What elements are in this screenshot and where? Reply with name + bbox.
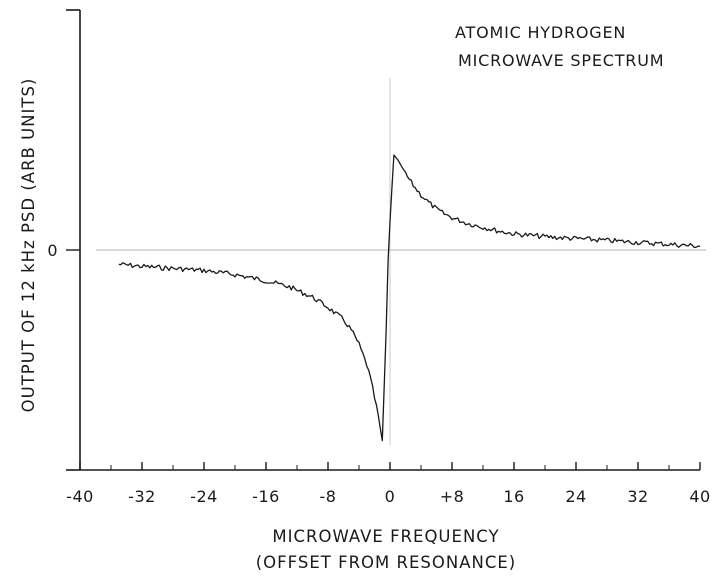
y-tick-label: 0	[47, 241, 58, 260]
x-tick-label: 32	[627, 487, 648, 506]
x-tick-label: -40	[66, 487, 94, 506]
x-tick-label: 24	[565, 487, 586, 506]
x-axis-title-line: (OFFSET FROM RESONANCE)	[256, 553, 516, 572]
x-tick-label: +8	[440, 487, 465, 506]
chart-title-line: MICROWAVE SPECTRUM	[458, 51, 664, 70]
x-tick-label: -16	[252, 487, 280, 506]
spectrum-series-line	[118, 154, 700, 442]
x-tick-label: -32	[128, 487, 156, 506]
x-ticks: -40 -32 -24 -16 -8 0 +8 16 24 32 40	[66, 462, 710, 506]
x-tick-label: -24	[190, 487, 218, 506]
series-layer	[118, 154, 700, 442]
x-tick-label: 0	[385, 487, 396, 506]
x-axis-title: MICROWAVE FREQUENCY (OFFSET FROM RESONANC…	[256, 527, 516, 572]
chart-title: ATOMIC HYDROGEN MICROWAVE SPECTRUM	[455, 23, 664, 70]
x-tick-label: 40	[689, 487, 710, 506]
chart-title-line: ATOMIC HYDROGEN	[455, 23, 626, 42]
x-tick-label: 16	[503, 487, 524, 506]
x-tick-label: -8	[320, 487, 337, 506]
y-axis-title: OUTPUT OF 12 kHz PSD (ARB UNITS)	[19, 78, 38, 413]
y-ticks: 0	[47, 241, 80, 260]
x-axis-title-line: MICROWAVE FREQUENCY	[272, 527, 499, 546]
